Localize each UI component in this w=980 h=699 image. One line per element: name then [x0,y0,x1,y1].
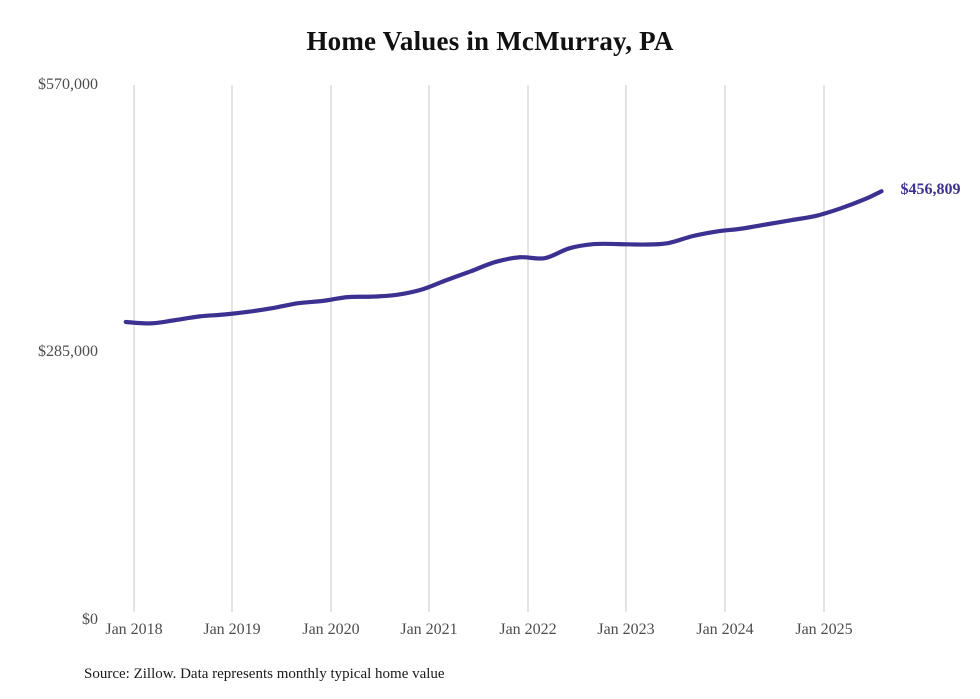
data-line [123,189,884,326]
data-line-group [123,189,884,326]
x-axis-tick-label: Jan 2020 [302,621,360,638]
end-value-label: $456,809 [900,181,961,199]
x-axis-tick-label: Jan 2023 [597,621,655,638]
y-axis-tick-label-top: $570,000 [38,76,98,93]
x-axis-tick-label: Jan 2018 [105,621,163,638]
x-axis-tick-label: Jan 2025 [795,621,853,638]
chart-title: Home Values in McMurray, PA [306,26,674,56]
gridlines [133,85,825,612]
x-axis-tick-label: Jan 2022 [499,621,557,638]
x-axis-tick-label: Jan 2019 [203,621,261,638]
y-axis-tick-label-mid: $285,000 [38,343,98,360]
x-axis-tick-label: Jan 2021 [400,621,458,638]
x-axis-tick-label: Jan 2024 [696,621,754,638]
y-axis-tick-label-zero: $0 [82,611,98,628]
source-note: Source: Zillow. Data represents monthly … [84,666,445,682]
